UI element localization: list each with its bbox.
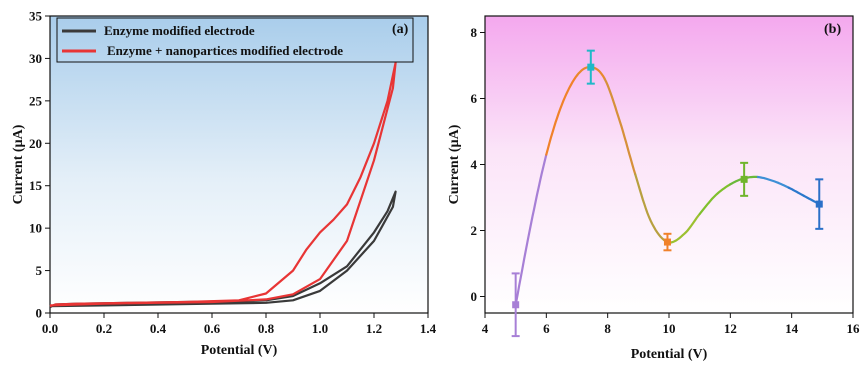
panel-a-label: (a) (392, 22, 409, 37)
panel-a-x-axis-label: Potential (V) (201, 343, 278, 358)
x-tick-label: 12 (724, 321, 737, 336)
y-tick-label: 15 (29, 178, 43, 193)
y-tick-label: 8 (471, 25, 478, 40)
panel-a-plot-area (50, 16, 428, 313)
y-tick-label: 0 (471, 289, 478, 304)
y-tick-label: 25 (29, 93, 43, 108)
panel-b-y-axis-label: Current (µA) (447, 124, 462, 204)
x-tick-label: 8 (604, 321, 611, 336)
y-tick-label: 35 (29, 9, 43, 24)
legend-label-nanoparticles: Enzyme + nanopartices modified electrode (107, 43, 343, 58)
x-tick-label: 10 (663, 321, 676, 336)
data-point-marker (816, 201, 823, 208)
data-point-marker (587, 64, 594, 71)
panel-a: 0.0 0.2 0.4 0.6 0.8 1.0 1.2 1.4 0 5 10 15 20 25 30 35 E… (11, 9, 437, 359)
data-point-marker (741, 176, 748, 183)
x-tick-label: 6 (543, 321, 550, 336)
y-tick-label: 10 (29, 221, 42, 236)
x-tick-label: 14 (785, 321, 799, 336)
x-tick-label: 0.0 (42, 321, 58, 336)
legend-label-enzyme: Enzyme modified electrode (104, 23, 255, 38)
x-tick-label: 1.4 (420, 321, 437, 336)
y-tick-label: 6 (471, 91, 478, 106)
y-tick-label: 4 (471, 157, 478, 172)
panel-a-y-axis-label: Current (µA) (11, 124, 26, 204)
x-tick-label: 0.6 (204, 321, 221, 336)
x-tick-label: 0.8 (258, 321, 275, 336)
x-tick-label: 0.4 (150, 321, 167, 336)
panel-b-plot-area (485, 16, 853, 313)
x-tick-label: 16 (847, 321, 860, 336)
y-tick-label: 0 (36, 306, 43, 321)
y-tick-label: 20 (29, 136, 42, 151)
x-tick-label: 0.2 (96, 321, 112, 336)
panel-b: 4 6 8 10 12 14 16 0 2 4 6 8 (b) Potential (V) Curre… (447, 16, 860, 362)
data-point-marker (664, 239, 671, 246)
y-tick-label: 30 (29, 51, 42, 66)
x-tick-label: 1.2 (366, 321, 382, 336)
y-tick-label: 2 (471, 223, 478, 238)
y-tick-label: 5 (36, 263, 43, 278)
x-tick-label: 1.0 (312, 321, 328, 336)
panel-b-label: (b) (824, 22, 841, 37)
panel-b-x-axis-label: Potential (V) (631, 347, 708, 362)
data-point-marker (512, 301, 519, 308)
x-tick-label: 4 (482, 321, 489, 336)
